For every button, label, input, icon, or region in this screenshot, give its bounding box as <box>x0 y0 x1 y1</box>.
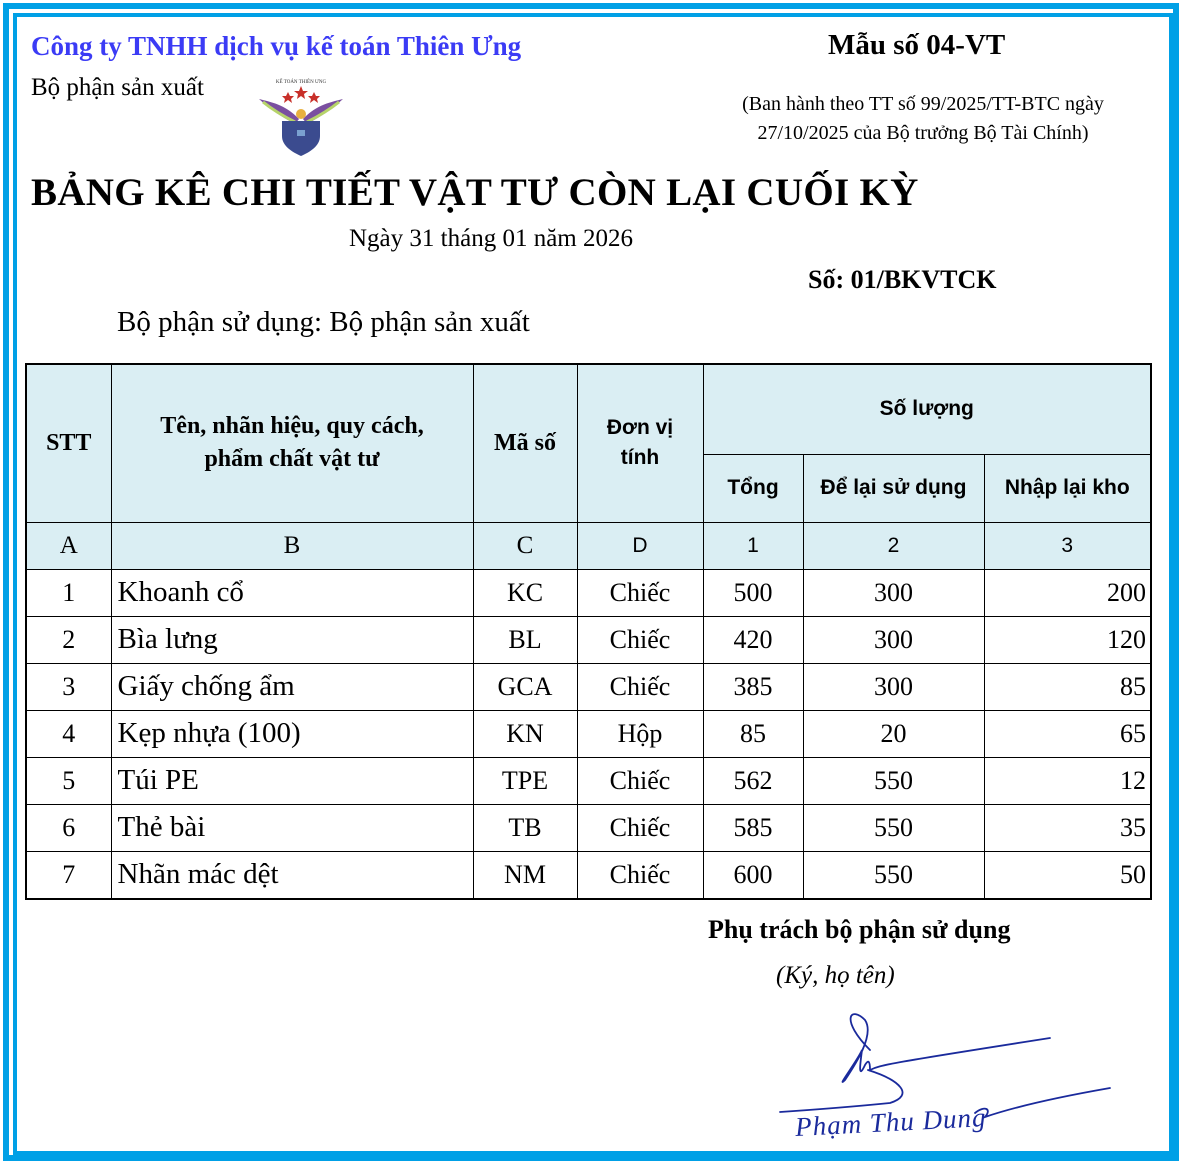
materials-table: STT Tên, nhãn hiệu, quy cách, phẩm chất … <box>25 363 1152 900</box>
letter-cell: 2 <box>802 521 985 570</box>
cell-unit: Chiếc <box>576 615 704 664</box>
letter-cell: B <box>110 521 474 570</box>
table-row: 1 Khoanh cổ KC Chiếc 500 300 200 <box>25 568 1152 617</box>
header-name: Tên, nhãn hiệu, quy cách, phẩm chất vật … <box>110 363 474 523</box>
letter-cell: 3 <box>983 521 1152 570</box>
cell-unit: Hộp <box>576 709 704 758</box>
cell-total: 562 <box>702 756 804 805</box>
department: Bộ phận sản xuất <box>31 74 204 101</box>
cell-returned: 65 <box>983 709 1152 758</box>
cell-total: 600 <box>702 850 804 899</box>
cell-stt: 2 <box>25 615 112 664</box>
cell-name: Kẹp nhựa (100) <box>110 709 474 758</box>
company-logo: KẾ TOÁN THIÊN ƯNG <box>259 79 343 156</box>
cell-stt: 6 <box>25 803 112 852</box>
cell-stt: 1 <box>25 568 112 617</box>
document-number: Số: 01/BKVTCK <box>808 265 997 294</box>
table-row: 5 Túi PE TPE Chiếc 562 550 12 <box>25 756 1152 805</box>
cell-unit: Chiếc <box>576 850 704 899</box>
table-row: 6 Thẻ bài TB Chiếc 585 550 35 <box>25 803 1152 852</box>
header-kept: Để lại sử dụng <box>802 453 985 523</box>
cell-kept: 300 <box>802 615 985 664</box>
cell-unit: Chiếc <box>576 803 704 852</box>
table-row: 3 Giấy chống ẩm GCA Chiếc 385 300 85 <box>25 662 1152 711</box>
cell-returned: 85 <box>983 662 1152 711</box>
cell-code: GCA <box>472 662 578 711</box>
document-date: Ngày 31 tháng 01 năm 2026 <box>349 225 633 252</box>
signature-note: (Ký, họ tên) <box>776 962 895 989</box>
cell-unit: Chiếc <box>576 568 704 617</box>
cell-stt: 7 <box>25 850 112 899</box>
svg-text:KẾ TOÁN THIÊN ƯNG: KẾ TOÁN THIÊN ƯNG <box>276 79 327 85</box>
cell-kept: 550 <box>802 756 985 805</box>
company-name: Công ty TNHH dịch vụ kế toán Thiên Ưng <box>31 31 522 61</box>
cell-kept: 300 <box>802 568 985 617</box>
cell-name: Nhãn mác dệt <box>110 850 474 899</box>
letter-cell: D <box>576 521 704 570</box>
header-code: Mã số <box>472 363 578 523</box>
cell-code: NM <box>472 850 578 899</box>
page-frame-inner <box>13 13 1173 1155</box>
cell-kept: 550 <box>802 850 985 899</box>
cell-stt: 3 <box>25 662 112 711</box>
cell-code: TPE <box>472 756 578 805</box>
page-frame-outer <box>3 3 1179 1161</box>
cell-name: Bìa lưng <box>110 615 474 664</box>
letter-cell: 1 <box>702 521 804 570</box>
cell-returned: 200 <box>983 568 1152 617</box>
form-number: Mẫu số 04-VT <box>828 29 1006 61</box>
cell-returned: 12 <box>983 756 1152 805</box>
header-total: Tổng <box>702 453 804 523</box>
cell-code: BL <box>472 615 578 664</box>
table-row: 2 Bìa lưng BL Chiếc 420 300 120 <box>25 615 1152 664</box>
cell-kept: 300 <box>802 662 985 711</box>
letter-cell: C <box>472 521 578 570</box>
cell-total: 500 <box>702 568 804 617</box>
cell-stt: 5 <box>25 756 112 805</box>
cell-name: Giấy chống ẩm <box>110 662 474 711</box>
header-stt: STT <box>25 363 112 523</box>
cell-total: 385 <box>702 662 804 711</box>
cell-name: Túi PE <box>110 756 474 805</box>
cell-returned: 35 <box>983 803 1152 852</box>
table-row: 4 Kẹp nhựa (100) KN Hộp 85 20 65 <box>25 709 1152 758</box>
column-letters-row: A B C D 1 2 3 <box>25 521 1152 570</box>
cell-code: TB <box>472 803 578 852</box>
cell-code: KC <box>472 568 578 617</box>
header-quantity: Số lượng <box>702 363 1152 455</box>
document-title: BẢNG KÊ CHI TIẾT VẬT TƯ CÒN LẠI CUỐI KỲ <box>31 171 919 214</box>
using-department: Bộ phận sử dụng: Bộ phận sản xuất <box>117 306 530 338</box>
cell-total: 85 <box>702 709 804 758</box>
signature-title: Phụ trách bộ phận sử dụng <box>708 915 1011 944</box>
cell-kept: 550 <box>802 803 985 852</box>
cell-total: 420 <box>702 615 804 664</box>
handwritten-signature <box>779 1013 1111 1119</box>
header-unit: Đơn vị tính <box>576 363 704 523</box>
cell-kept: 20 <box>802 709 985 758</box>
letter-cell: A <box>25 521 112 570</box>
cell-returned: 120 <box>983 615 1152 664</box>
header-returned: Nhập lại kho <box>983 453 1152 523</box>
cell-name: Khoanh cổ <box>110 568 474 617</box>
table-row: 7 Nhãn mác dệt NM Chiếc 600 550 50 <box>25 850 1152 899</box>
cell-unit: Chiếc <box>576 756 704 805</box>
cell-name: Thẻ bài <box>110 803 474 852</box>
cell-total: 585 <box>702 803 804 852</box>
issued-by-note: (Ban hành theo TT số 99/2025/TT-BTC ngày… <box>742 93 1104 144</box>
cell-code: KN <box>472 709 578 758</box>
cell-unit: Chiếc <box>576 662 704 711</box>
cell-stt: 4 <box>25 709 112 758</box>
cell-returned: 50 <box>983 850 1152 899</box>
